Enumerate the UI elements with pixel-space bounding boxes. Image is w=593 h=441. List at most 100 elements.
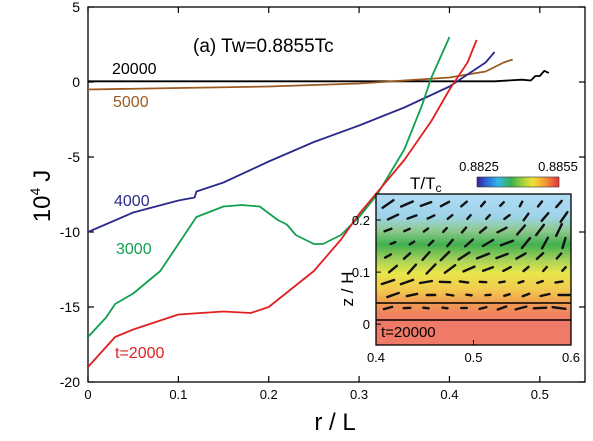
velocity-arrow [406, 214, 418, 220]
velocity-arrow [515, 224, 527, 236]
x-tick-label: 0.4 [440, 387, 458, 402]
velocity-arrow [539, 292, 551, 298]
main-series-group [88, 36, 550, 368]
velocity-arrow [422, 227, 430, 233]
velocity-arrow [554, 280, 564, 284]
velocity-arrow [439, 200, 451, 208]
velocity-arrow [442, 226, 448, 234]
velocity-arrow [422, 306, 430, 310]
x-tick-label: 0 [84, 387, 91, 402]
velocity-arrow [384, 253, 392, 259]
svg-text:104J: 104 J [27, 170, 56, 223]
velocity-arrow [389, 240, 397, 246]
series-line-0 [88, 69, 550, 83]
velocity-arrow [458, 280, 470, 284]
y-tick-label: -5 [68, 149, 81, 165]
velocity-arrow [478, 226, 488, 234]
x-tick-label: 0.5 [531, 387, 549, 402]
velocity-arrow [515, 252, 527, 260]
x-tick-label: 0.1 [169, 387, 187, 402]
y-tick-label: 5 [72, 0, 80, 15]
y-tick-label: 0 [72, 74, 80, 90]
velocity-arrow [400, 200, 414, 208]
velocity-arrow [496, 226, 508, 234]
inset-x-tick-label: 0.5 [464, 350, 482, 365]
velocity-arrow [446, 238, 454, 248]
velocity-arrow [540, 236, 550, 250]
inset-y-tick-label: 0 [363, 317, 370, 332]
velocity-arrow [522, 265, 530, 273]
inset-x-tick-label: 0.4 [367, 350, 385, 365]
velocity-arrow [443, 264, 457, 274]
velocity-arrow [405, 292, 419, 298]
velocity-arrow [532, 306, 548, 310]
velocity-arrow [478, 305, 488, 311]
velocity-arrow [481, 266, 495, 272]
velocity-arrow [441, 306, 449, 310]
velocity-arrow [555, 222, 563, 238]
y-tick-label: -15 [60, 299, 80, 315]
velocity-arrow [418, 279, 434, 285]
velocity-arrow [465, 293, 473, 297]
y-axis-label-variable: J [29, 170, 56, 182]
series-labels: 20000 5000 4000 3000 t=2000 [112, 61, 164, 362]
velocity-arrow [383, 227, 393, 233]
velocity-arrow [402, 252, 412, 260]
velocity-arrow [475, 252, 491, 260]
velocity-arrow [514, 305, 528, 311]
velocity-arrow [408, 240, 416, 246]
velocity-arrow [495, 252, 509, 260]
velocity-arrow [479, 200, 487, 208]
main-axis-ticks: 0 0.1 0.2 0.3 0.4 0.5 -20 -15 -10 -5 0 5 [60, 0, 585, 402]
velocity-arrow [403, 227, 411, 233]
series-line-1 [88, 58, 513, 91]
colorbar-max-label: 0.8855 [538, 159, 578, 174]
colorbar [476, 176, 560, 188]
velocity-arrow [399, 278, 415, 286]
series-label-4: t=2000 [115, 345, 164, 362]
velocity-arrow [561, 236, 567, 250]
series-line-2 [88, 51, 496, 233]
y-axis-label-exponent: 4 [27, 188, 43, 196]
velocity-arrow [439, 250, 451, 262]
y-axis-label-base: 10 [29, 196, 56, 223]
series-label-2: 4000 [114, 193, 150, 210]
velocity-arrow [386, 213, 400, 221]
y-tick-label: -20 [60, 374, 80, 390]
velocity-arrow [460, 200, 468, 208]
velocity-arrow [425, 263, 437, 275]
series-label-1: 5000 [113, 94, 149, 111]
chart-title: (a) Tw=0.8855Tc [193, 36, 334, 57]
velocity-arrow [518, 200, 524, 208]
velocity-arrow [387, 264, 399, 274]
velocity-arrow [499, 200, 505, 208]
velocity-arrow [485, 213, 491, 221]
velocity-arrow [427, 239, 435, 247]
velocity-arrow [381, 199, 395, 209]
series-label-3: 3000 [116, 241, 152, 258]
velocity-arrow [520, 236, 532, 250]
inset-panel: 0.4 0.5 0.6 0 0.1 0.2 t=20000 z / H T/Tc 0.88… [338, 159, 580, 365]
velocity-arrow [555, 252, 563, 260]
inset-axis-ticks: 0.4 0.5 0.6 0 0.1 0.2 [352, 213, 580, 365]
velocity-arrow [386, 291, 400, 299]
x-tick-label: 0.2 [260, 387, 278, 402]
velocity-arrow [499, 239, 515, 247]
velocity-arrow [559, 210, 569, 224]
y-tick-label: -10 [60, 224, 80, 240]
velocity-arrow [421, 250, 431, 261]
inset-velocity-arrows [380, 199, 571, 311]
velocity-arrow [464, 238, 474, 248]
inset-y-tick-label: 0.1 [352, 265, 370, 280]
inset-temperature-field [376, 194, 571, 335]
x-tick-label: 0.3 [350, 387, 368, 402]
velocity-arrow [503, 213, 511, 221]
velocity-arrow [466, 213, 472, 221]
main-plot-frame [87, 6, 586, 383]
velocity-arrow [380, 278, 396, 286]
velocity-arrow [426, 214, 436, 220]
colorbar-min-label: 0.8825 [459, 159, 499, 174]
velocity-arrow [522, 212, 530, 222]
velocity-arrow [496, 305, 508, 311]
